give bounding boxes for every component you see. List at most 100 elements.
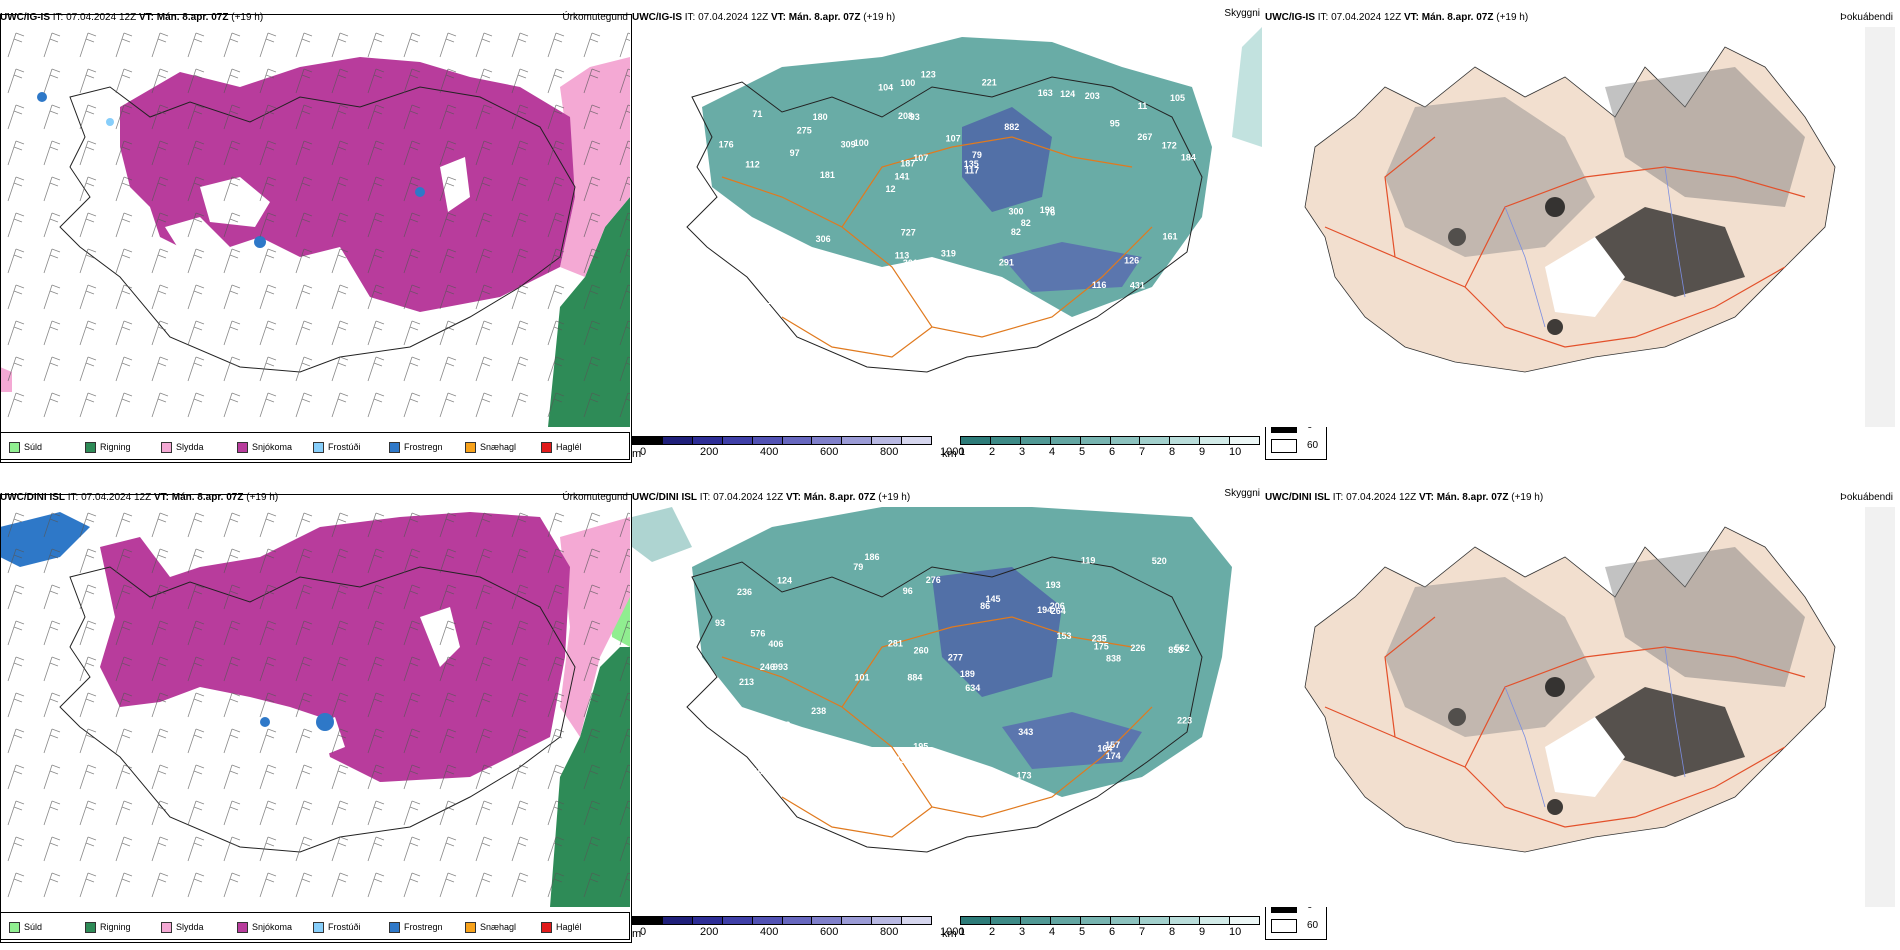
colorbar-tick-label: 1000 <box>940 926 965 938</box>
cloud-base-label: 96 <box>903 586 913 596</box>
colorbar-tick-label: 9 <box>1199 926 1206 938</box>
colorbar-tick-label: 6 <box>1109 446 1116 458</box>
legend-label: Snjókoma <box>252 442 293 452</box>
cloud-base-label: 309 <box>841 140 856 150</box>
legend-item-2: Slydda <box>161 921 204 934</box>
it-label: IT: <box>67 492 79 503</box>
visibility-panel-top: UWC/IG-IS IT: 07.04.2024 12Z VT: Mán. 8.… <box>632 8 1262 460</box>
height-unit: m <box>632 928 642 940</box>
cloud-base-label: 172 <box>1162 140 1177 150</box>
it-value: 07.04.2024 12Z <box>698 12 769 23</box>
cloud-base-label: 107 <box>753 766 768 776</box>
legend-item-1: Rigning <box>85 921 131 934</box>
colorbar-tick-label: 1 <box>959 926 966 938</box>
cloud-base-label: 145 <box>986 594 1001 604</box>
cloud-base-label: 153 <box>1057 631 1072 641</box>
cloud-base-label: 143 <box>890 755 905 765</box>
legend-swatch <box>85 442 96 454</box>
it-label: IT: <box>1332 492 1344 503</box>
field-name-visibility: Skyggni <box>1224 488 1260 499</box>
cloud-base-label: 97 <box>790 148 800 158</box>
legend-item-6: Snæhagl <box>465 921 516 934</box>
low-visibility-area <box>1232 27 1262 147</box>
colorbar-cell <box>1110 917 1141 924</box>
colorbar-cell <box>782 437 813 444</box>
height-colorbar-bottom: m 0 200 400 600 800 1000 <box>632 916 964 942</box>
iceland-coastline <box>686 76 1203 373</box>
legend-label: Frostregn <box>404 922 443 932</box>
colorbar-cell <box>1230 437 1260 444</box>
cloud-base-label: 107 <box>913 153 928 163</box>
cloud-base-label: 213 <box>739 677 754 687</box>
cloud-base-label: 93 <box>715 618 725 628</box>
panel-header: UWC/IG-IS IT: 07.04.2024 12Z VT: Mán. 8.… <box>1265 10 1895 26</box>
panel-header: UWC/IG-IS IT: 07.04.2024 12Z VT: Mán. 8.… <box>632 8 1262 26</box>
cloud-base-label: 181 <box>820 170 835 180</box>
it-value: 07.04.2024 12Z <box>81 492 152 503</box>
cloud-base-label: 151 <box>971 777 986 787</box>
it-value: 07.04.2024 12Z <box>66 12 137 23</box>
colorbar-cell <box>1140 917 1171 924</box>
cloud-base-label: 198 <box>1040 205 1055 215</box>
cloud-base-label: 246 <box>760 662 775 672</box>
legend-item-4: Frostúði <box>313 441 361 454</box>
lead-time: (+19 h) <box>878 492 911 503</box>
vt-value: Mán. 8.apr. 07Z <box>1436 492 1509 503</box>
height-unit: m <box>632 448 642 460</box>
colorbar-cell <box>633 917 663 924</box>
panel-header: UWC/IG-IS IT: 07.04.2024 12Z VT: Mán. 8.… <box>0 10 630 26</box>
legend-swatch <box>9 442 20 454</box>
cloud-base-label: 173 <box>1017 770 1032 780</box>
colorbar-cell <box>662 437 693 444</box>
colorbar-tick-label: 10 <box>1229 926 1242 938</box>
cloud-base-label: 79 <box>972 150 982 160</box>
cloud-base-label: 838 <box>1106 653 1121 663</box>
legend-item-5: Frostregn <box>389 921 443 934</box>
colorbar-cell <box>1170 917 1201 924</box>
legend-item-4: Frostúði <box>313 921 361 934</box>
vt-value: Mán. 8.apr. 07Z <box>788 12 861 23</box>
colorbar-cell <box>872 917 903 924</box>
cloud-base-label: 576 <box>750 629 765 639</box>
colorbar-cell <box>812 917 843 924</box>
cloud-base-label: 131 <box>727 292 742 302</box>
colorbar-cell <box>990 917 1021 924</box>
cloud-base-label: 431 <box>1130 281 1145 291</box>
km-unit: km <box>942 928 957 940</box>
legend-swatch <box>313 922 324 934</box>
lead-time: (+19 h) <box>1496 12 1529 23</box>
fog-panel-bottom: UWC/DINI ISL IT: 07.04.2024 12Z VT: Mán.… <box>1265 490 1895 940</box>
cloud-base-label: 229 <box>731 285 746 295</box>
vt-label: VT: <box>153 492 169 503</box>
cloud-base-label: 264 <box>1051 606 1066 616</box>
it-value: 07.04.2024 12Z <box>1346 492 1417 503</box>
km-unit: km <box>942 448 957 460</box>
cloud-base-label: 195 <box>913 741 928 751</box>
cloud-base-label: 267 <box>1137 132 1152 142</box>
legend-item-3: Snjókoma <box>237 921 292 934</box>
cloud-base-label: 193 <box>1046 580 1061 590</box>
cloud-base-label: 993 <box>773 662 788 672</box>
cloud-base-label: 260 <box>914 645 929 655</box>
cloud-base-label: 123 <box>921 70 936 80</box>
cloud-base-label: 277 <box>948 653 963 663</box>
cloud-base-label: 12 <box>886 184 896 194</box>
vt-value: Mán. 8.apr. 07Z <box>156 12 229 23</box>
cloud-base-label: 95 <box>1110 118 1120 128</box>
cloud-base-label: 135 <box>964 159 979 169</box>
model-name: UWC/DINI ISL <box>1265 492 1330 503</box>
colorbar-tick-label: 7 <box>1139 926 1146 938</box>
field-name-fog: Þokuábendi <box>1840 12 1893 23</box>
cloud-base-label: 117 <box>965 165 980 175</box>
panel-header: UWC/DINI ISL IT: 07.04.2024 12Z VT: Mán.… <box>0 490 630 506</box>
fog-legend-swatch <box>1271 919 1297 933</box>
fog-map <box>1265 27 1895 427</box>
legend-item-5: Frostregn <box>389 441 443 454</box>
cloud-base-label: 180 <box>813 112 828 122</box>
field-name-fog: Þokuábendi <box>1840 492 1893 503</box>
cloud-base-label: 113 <box>895 250 910 260</box>
cloud-base-label: 71 <box>752 109 762 119</box>
colorbar-cell <box>990 437 1021 444</box>
legend-item-0: Súld <box>9 921 42 934</box>
colorbar-cell <box>722 917 753 924</box>
